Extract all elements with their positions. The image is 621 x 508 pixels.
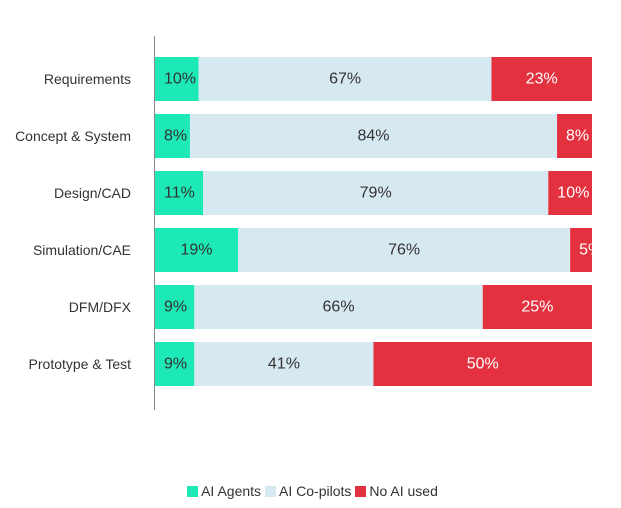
- bars-group: Requirements 10% 67% 23% Concept & System 8% 8…: [15, 57, 602, 386]
- bar-ai-co-pilots-dfm-dfx: [194, 285, 483, 329]
- bar-ai-co-pilots-design-cad: [203, 171, 549, 215]
- legend-label-no-ai-used: No AI used: [369, 483, 438, 499]
- stacked-bar-chart: Requirements 10% 67% 23% Concept & System 8% 8…: [15, 36, 602, 410]
- value-label-no-ai-used-requirements: 23%: [526, 71, 558, 88]
- bar-ai-agents-dfm-dfx: [155, 285, 195, 329]
- bar-no-ai-used-prototype-test: [373, 342, 592, 386]
- value-label-ai-co-pilots-requirements: 67%: [329, 71, 361, 88]
- legend-label-ai-agents: AI Agents: [201, 483, 262, 499]
- category-label-simulation-cae: Simulation/CAE: [33, 242, 131, 258]
- value-label-no-ai-used-concept-system: 8%: [566, 128, 589, 145]
- value-label-ai-co-pilots-design-cad: 79%: [360, 185, 392, 202]
- bar-ai-agents-requirements: [155, 57, 199, 101]
- value-label-ai-agents-dfm-dfx: 9%: [164, 299, 187, 316]
- bar-no-ai-used-dfm-dfx: [482, 285, 592, 329]
- bar-ai-agents-concept-system: [155, 114, 190, 158]
- category-label-dfm-dfx: DFM/DFX: [69, 299, 132, 315]
- legend-item-no-ai-used: No AI used: [355, 483, 438, 499]
- value-label-no-ai-used-dfm-dfx: 25%: [521, 299, 553, 316]
- category-label-design-cad: Design/CAD: [54, 185, 131, 201]
- bar-no-ai-used-requirements: [491, 57, 592, 101]
- legend-swatch-ai-agents: [187, 485, 199, 497]
- category-label-requirements: Requirements: [44, 71, 131, 87]
- legend-swatch-ai-copilots: [265, 485, 277, 497]
- legend-label-ai-copilots: AI Co-pilots: [279, 483, 352, 499]
- value-label-ai-agents-prototype-test: 9%: [164, 356, 187, 373]
- category-label-prototype-test: Prototype & Test: [29, 356, 132, 372]
- value-label-ai-agents-simulation-cae: 19%: [180, 242, 212, 259]
- value-label-ai-agents-design-cad: 11%: [164, 185, 195, 202]
- bar-ai-agents-prototype-test: [155, 342, 195, 386]
- category-label-concept-system: Concept & System: [15, 128, 131, 144]
- legend: AI Agents AI Co-pilots No AI used: [0, 483, 621, 499]
- value-label-no-ai-used-simulation-cae: 5%: [579, 242, 602, 259]
- value-label-no-ai-used-design-cad: 10%: [557, 185, 589, 202]
- legend-swatch-no-ai-used: [355, 485, 367, 497]
- bar-ai-co-pilots-concept-system: [189, 114, 558, 158]
- bar-ai-agents-simulation-cae: [155, 228, 239, 272]
- value-label-ai-agents-concept-system: 8%: [164, 128, 187, 145]
- bar-no-ai-used-design-cad: [548, 171, 592, 215]
- bar-no-ai-used-simulation-cae: [570, 228, 592, 272]
- bar-ai-co-pilots-prototype-test: [194, 342, 374, 386]
- value-label-ai-co-pilots-simulation-cae: 76%: [388, 242, 420, 259]
- value-label-ai-co-pilots-dfm-dfx: 66%: [323, 299, 355, 316]
- bar-ai-co-pilots-requirements: [198, 57, 492, 101]
- bar-no-ai-used-concept-system: [557, 114, 592, 158]
- bar-ai-co-pilots-simulation-cae: [238, 228, 571, 272]
- bar-ai-agents-design-cad: [155, 171, 204, 215]
- value-label-no-ai-used-prototype-test: 50%: [467, 356, 499, 373]
- legend-item-ai-agents: AI Agents: [187, 483, 261, 499]
- value-label-ai-agents-requirements: 10%: [164, 71, 196, 88]
- legend-item-ai-copilots: AI Co-pilots: [265, 483, 351, 499]
- value-label-ai-co-pilots-concept-system: 84%: [357, 128, 389, 145]
- value-label-ai-co-pilots-prototype-test: 41%: [268, 356, 300, 373]
